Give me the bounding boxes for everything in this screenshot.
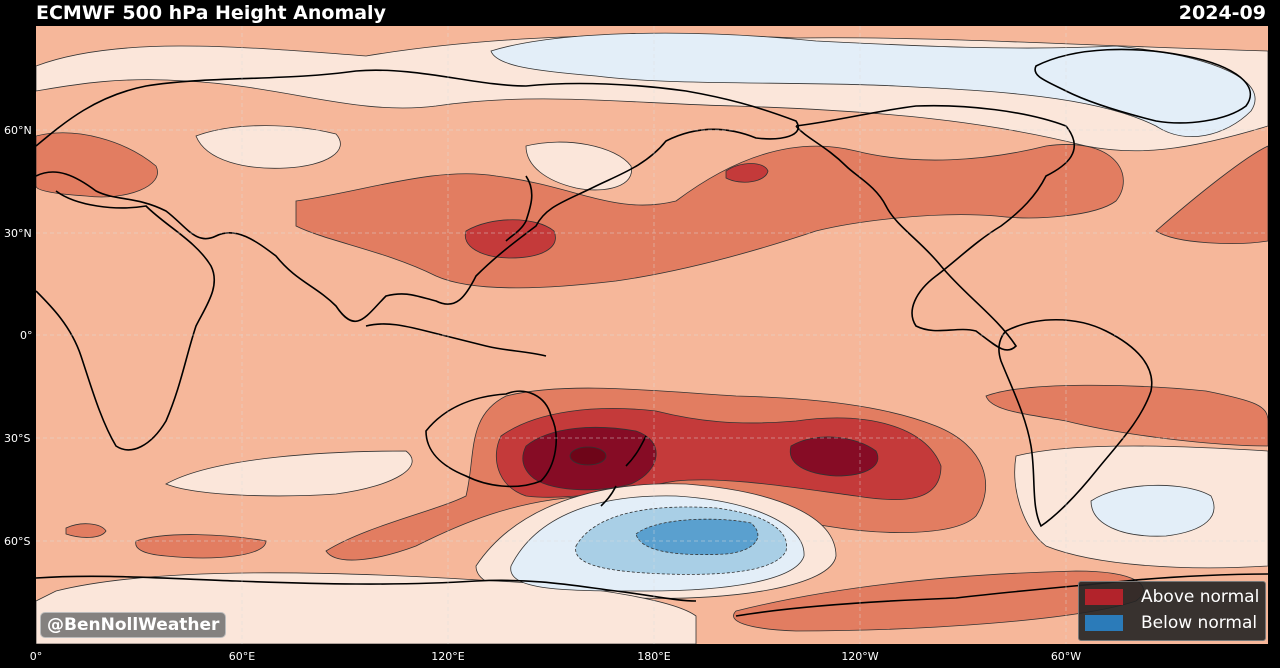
lat-label-30s: 30°S — [4, 432, 31, 445]
lon-label-0: 0° — [29, 650, 43, 663]
legend-swatch-below — [1085, 615, 1123, 631]
lon-label-60w: 60°W — [1050, 650, 1082, 663]
coastline-africa — [36, 190, 216, 451]
moderate-positive-contour-indian — [135, 534, 267, 559]
negative-contour-arctic — [490, 32, 1256, 138]
lon-label-120w: 120°W — [841, 650, 879, 663]
legend-item-below: Below normal — [1085, 612, 1257, 634]
legend-label-above: Above normal — [1141, 587, 1260, 607]
moderate-positive-contour-south-america — [985, 384, 1268, 447]
near-normal-contour-south-indian — [165, 450, 413, 497]
legend-label-below: Below normal — [1141, 613, 1258, 633]
anomaly-map — [36, 26, 1268, 644]
extreme-core-australia — [569, 446, 607, 466]
legend-swatch-above — [1085, 589, 1123, 605]
moderate-positive-contour-europe — [36, 132, 158, 198]
credit-watermark: @BenNollWeather — [40, 612, 227, 638]
coastline-south-america — [998, 319, 1153, 528]
graticule — [36, 26, 1268, 644]
coastlines — [36, 48, 1268, 617]
near-normal-contour-asia — [195, 125, 341, 169]
lon-label-180e: 180°E — [637, 650, 671, 663]
coastline-north-america — [795, 104, 1075, 351]
legend: Above normal Below normal — [1078, 581, 1266, 641]
near-normal-contour-siberia — [525, 141, 632, 191]
map-title: ECMWF 500 hPa Height Anomaly — [36, 2, 386, 24]
lat-label-60n: 60°N — [4, 124, 32, 137]
extreme-positive-contour-tasman — [789, 436, 879, 477]
negative-contour-south-atlantic — [1090, 484, 1215, 537]
lat-label-30n: 30°N — [4, 227, 32, 240]
moderate-positive-contour-atlantic — [1155, 145, 1268, 244]
coastline-australia — [425, 390, 557, 488]
moderate-positive-contour-sw-indian — [65, 523, 107, 538]
strong-positive-contour-japan — [464, 219, 556, 259]
legend-item-above: Above normal — [1085, 586, 1259, 608]
lat-label-0: 0° — [20, 329, 33, 342]
strong-negative-contour — [635, 518, 759, 556]
lat-label-60s: 60°S — [4, 535, 31, 548]
lon-label-120e: 120°E — [431, 650, 465, 663]
map-date: 2024-09 — [1178, 2, 1266, 24]
coastline-japan — [505, 175, 533, 242]
coastline-new-zealand — [600, 435, 647, 507]
coastline-antarctica — [36, 573, 1268, 617]
strong-positive-contour-north-pacific — [725, 163, 769, 183]
lon-label-60e: 60°E — [228, 650, 256, 663]
coastline-indonesia — [365, 323, 547, 357]
